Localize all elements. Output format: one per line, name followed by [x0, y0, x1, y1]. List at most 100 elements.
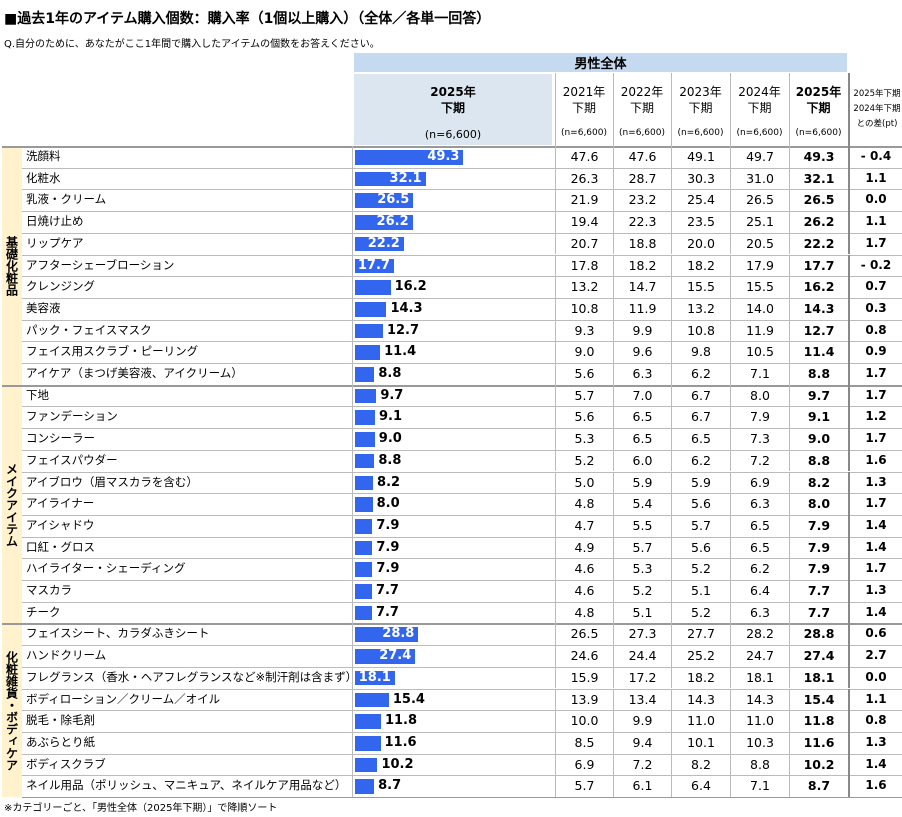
bar — [355, 193, 414, 209]
cell: 5.9 — [671, 471, 730, 494]
cell: 9.4 — [613, 731, 671, 754]
cell: 8.2 — [789, 471, 848, 494]
cell: 9.3 — [555, 319, 613, 342]
cell: 5.2 — [671, 558, 730, 580]
cell: 31.0 — [730, 167, 789, 190]
bar — [355, 605, 372, 621]
row-line — [22, 688, 902, 711]
cell: 5.0 — [555, 471, 613, 494]
cell: 20.0 — [671, 232, 730, 255]
bar — [355, 280, 391, 295]
cell: 7.9 — [789, 536, 848, 559]
cell: 10.8 — [671, 319, 730, 342]
bar-label: 32.1 — [389, 170, 422, 186]
header-half: 下期 — [629, 101, 654, 115]
diff-cell: 0.8 — [848, 319, 902, 342]
cell: 6.0 — [613, 449, 671, 472]
question: Q.自分のために、あなたがここ1年間で購入したアイテムの個数をお答えください。 — [4, 39, 380, 50]
row-line — [22, 601, 902, 624]
row-line — [22, 276, 902, 298]
row-line — [22, 797, 902, 798]
cell: 6.9 — [555, 753, 613, 776]
diff-cell: 1.7 — [848, 493, 902, 515]
row-line — [22, 580, 902, 602]
bar — [355, 518, 373, 534]
cell: 14.3 — [789, 297, 848, 320]
bar — [355, 367, 375, 382]
cell: 8.8 — [789, 363, 848, 385]
cell: 22.3 — [613, 211, 671, 233]
cell: 6.2 — [671, 449, 730, 472]
cell: 4.7 — [555, 514, 613, 537]
bar-label: 7.9 — [376, 539, 400, 555]
cell: 10.3 — [730, 731, 789, 754]
cell: 10.0 — [555, 710, 613, 732]
item-label: ボディスクラブ — [26, 756, 106, 771]
cell: 10.8 — [555, 297, 613, 320]
cell: 7.7 — [789, 601, 848, 624]
header-n: (n=6,600) — [795, 128, 842, 138]
cell: 17.2 — [613, 666, 671, 689]
cell: 6.5 — [730, 536, 789, 559]
cell: 9.0 — [555, 341, 613, 363]
item-label: リップケア — [26, 235, 84, 250]
bar — [355, 562, 373, 577]
cell: 27.3 — [613, 623, 671, 646]
cell: 27.7 — [671, 623, 730, 646]
diff-cell: 2.7 — [848, 645, 902, 667]
row-line — [22, 363, 902, 385]
cell: 6.3 — [613, 363, 671, 385]
bar-label: 11.4 — [384, 344, 417, 360]
diff-cell: 1.7 — [848, 428, 902, 450]
cell: 25.1 — [730, 211, 789, 233]
cell: 5.2 — [671, 601, 730, 624]
diff-cell: 1.7 — [848, 558, 902, 580]
cell: 18.2 — [613, 254, 671, 277]
cell: 5.7 — [671, 514, 730, 537]
item-label: マスカラ — [26, 583, 72, 597]
cell: 14.3 — [730, 688, 789, 711]
cell: 8.7 — [789, 775, 848, 797]
cell: 13.9 — [555, 688, 613, 711]
diff-cell: 1.1 — [848, 167, 902, 190]
cell: 5.5 — [613, 514, 671, 537]
col-line — [352, 146, 353, 797]
cell: 18.8 — [613, 232, 671, 255]
cell: 32.1 — [789, 167, 848, 190]
cell: 30.3 — [671, 167, 730, 190]
item-label: チーク — [26, 604, 61, 619]
diff-cell: 1.4 — [848, 753, 902, 776]
bar-label: 8.7 — [378, 778, 402, 794]
row-line — [22, 211, 902, 233]
bar-label: 7.9 — [376, 517, 400, 533]
item-label: 下地 — [26, 387, 49, 402]
diff-cell: - 0.2 — [848, 254, 902, 277]
cell: 11.8 — [789, 710, 848, 732]
row-line — [22, 775, 902, 797]
cell: 6.3 — [730, 493, 789, 515]
cell: 8.0 — [730, 384, 789, 407]
diff-cell: 0.0 — [848, 666, 902, 689]
header-half: 下期 — [571, 101, 596, 115]
header-year: 2022年 — [620, 85, 664, 99]
diff-cell: 1.3 — [848, 471, 902, 494]
item-label: フェイス用スクラブ・ピーリング — [26, 344, 199, 359]
row-line — [22, 645, 902, 667]
cell: 28.8 — [789, 623, 848, 646]
cell: 4.8 — [555, 493, 613, 515]
header-n: (n=6,600) — [560, 128, 608, 138]
cell: 9.9 — [613, 319, 671, 342]
cell: 5.9 — [613, 471, 671, 494]
diff-cell: 1.3 — [848, 580, 902, 602]
bar — [355, 540, 373, 556]
bar-label: 11.6 — [384, 734, 417, 750]
row-line — [22, 167, 902, 190]
cell: 6.4 — [730, 580, 789, 602]
cell: 11.0 — [671, 710, 730, 732]
cell: 7.0 — [613, 384, 671, 407]
bar — [355, 757, 378, 773]
bar — [355, 345, 381, 360]
header-cell — [613, 73, 671, 146]
cell: 9.9 — [613, 710, 671, 732]
cell: 7.7 — [789, 580, 848, 602]
